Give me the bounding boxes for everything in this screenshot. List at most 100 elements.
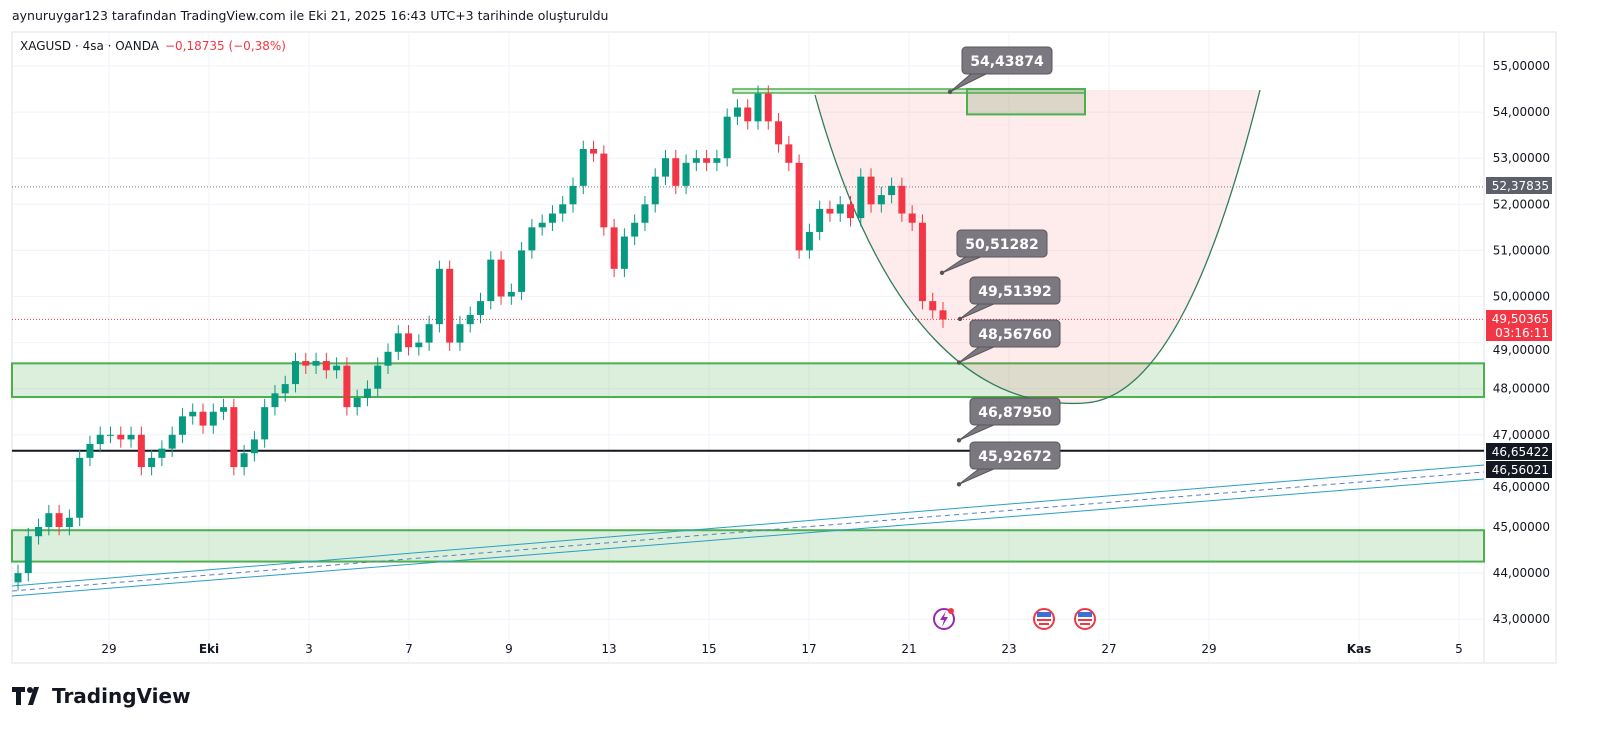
y-tick-label: 44,00000 [1493,566,1550,580]
y-tick-label: 54,00000 [1493,105,1550,119]
candle [877,186,885,213]
x-tick-label: 29 [101,642,116,656]
candle-body [857,176,865,219]
candle [898,177,906,222]
candle-body [723,116,731,159]
x-tick-label: Eki [199,642,219,656]
candle [733,99,741,126]
price-axis-badge-label: 46,56021 [1492,463,1549,477]
candle [240,444,248,476]
callout-anchor [956,438,962,443]
candle-body [610,227,618,269]
channel-mid-line [11,471,1485,592]
target-box [966,88,1086,116]
candle-body [302,361,310,366]
candle [600,145,608,236]
candle-body [507,291,515,297]
candle-body [888,185,896,196]
price-axis-badge-label: 46,65422 [1492,445,1549,459]
tradingview-logo[interactable]: TradingView [12,684,191,708]
candle-body [744,107,752,122]
candle [487,251,495,310]
candle-body [548,213,556,223]
candle-body [826,208,834,214]
y-tick-label: 55,00000 [1493,59,1550,73]
callout-pointer [958,467,997,485]
callout-box [956,229,1048,258]
candle [281,375,289,402]
candle [775,113,783,153]
callout-anchor [939,270,945,276]
candle-body [230,407,238,468]
us-flag-icon[interactable] [1033,608,1055,630]
candle-body [590,148,598,154]
candle [86,435,94,467]
candle [610,219,618,278]
candle-body [816,208,824,232]
candle-body [662,158,669,177]
y-tick-label: 45,00000 [1493,520,1550,534]
callout-anchor [957,316,963,322]
candle [723,108,731,167]
projection-curve [814,89,1261,405]
candle-body [35,527,43,537]
x-tick-label: 17 [801,642,816,656]
candle-body [65,517,73,527]
candle-body [158,448,166,458]
x-tick-label: 29 [1201,642,1216,656]
candle-body [199,411,207,426]
candle [343,357,351,416]
candle-body [775,121,783,145]
candle [209,403,217,434]
candle-body [425,324,433,343]
support-zone [11,362,1485,398]
candle-body [86,444,94,458]
candle-body [220,407,228,412]
candle [466,306,474,333]
price-callout: 50,51282 [939,229,1048,276]
callout-label: 49,51392 [978,284,1052,300]
candle [569,177,577,213]
candle [55,504,63,536]
tv-logo-icon [12,687,39,705]
candle [435,260,443,333]
y-tick-label: 49,00000 [1493,343,1550,357]
candle-body [939,310,947,320]
flash-event-icon[interactable] [933,608,955,630]
candle [302,352,310,374]
channel-upper-line [11,464,1485,587]
candle [96,426,104,453]
candle-body [898,185,906,214]
candle-body [384,351,392,366]
candle [908,205,916,232]
candle [127,426,135,448]
flag-canton [1037,612,1051,617]
candle [518,242,526,301]
candle-body [292,361,299,385]
candle-body [127,434,135,440]
candle [538,214,546,236]
candle [250,431,258,462]
candle-body [569,185,577,205]
candle-body [322,361,330,371]
y-tick-label: 51,00000 [1493,243,1550,257]
candle [713,149,721,172]
candle-body [394,333,402,352]
bolt-shape [940,611,948,627]
x-tick-label: 15 [701,642,716,656]
y-tick-label: 43,00000 [1493,612,1550,626]
candle-body [641,204,649,223]
candle-body [405,333,413,348]
x-tick-label: 23 [1001,642,1016,656]
y-tick-label: 53,00000 [1493,151,1550,165]
us-flag-icon[interactable] [1074,608,1096,630]
candle-body [908,213,916,223]
candle-body [240,453,248,468]
candle [929,292,937,319]
flag-canton [1078,612,1092,617]
candle-body [250,439,258,454]
candle [65,509,73,536]
candle [24,527,32,582]
price-callout: 45,92672 [956,441,1061,487]
